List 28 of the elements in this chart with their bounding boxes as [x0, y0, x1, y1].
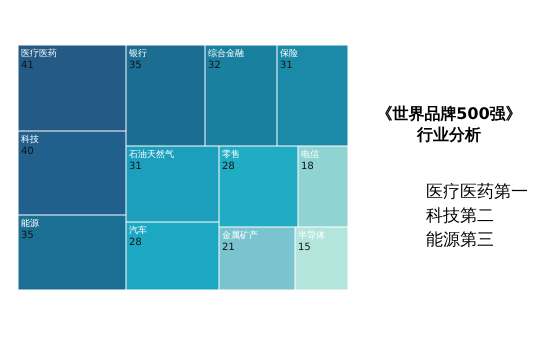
data-label: 32 — [208, 60, 221, 71]
text: 《世界品牌500强》行业分析 — [375, 103, 523, 145]
category-label: 石油天然气 — [129, 149, 174, 160]
data-label: 41 — [21, 60, 34, 71]
category-label: 综合金融 — [208, 48, 244, 59]
text: 科技第二 — [426, 205, 495, 228]
category-label: 银行 — [128, 48, 147, 59]
category-label: 半导体 — [298, 230, 325, 241]
data-label: 18 — [301, 161, 314, 172]
category-label: 金属矿产 — [222, 230, 258, 241]
text: 医疗医药第一 — [426, 181, 528, 204]
data-label: 15 — [298, 242, 311, 253]
category-label: 能源 — [21, 218, 39, 229]
data-label: 21 — [222, 242, 235, 253]
category-label: 汽车 — [129, 225, 147, 236]
data-label: 31 — [280, 60, 293, 71]
data-label: 40 — [21, 146, 34, 157]
category-label: 医疗医药 — [21, 48, 57, 59]
category-label: 电信 — [301, 149, 319, 160]
category-label: 保险 — [280, 48, 298, 59]
category-label: 零售 — [222, 149, 240, 160]
data-label: 35 — [21, 230, 34, 241]
data-label: 28 — [222, 161, 235, 172]
data-label: 31 — [129, 161, 142, 172]
category-label: 科技 — [21, 134, 39, 145]
data-label: 28 — [129, 237, 142, 248]
data-label: 35 — [129, 60, 142, 71]
text: 能源第三 — [426, 229, 495, 252]
